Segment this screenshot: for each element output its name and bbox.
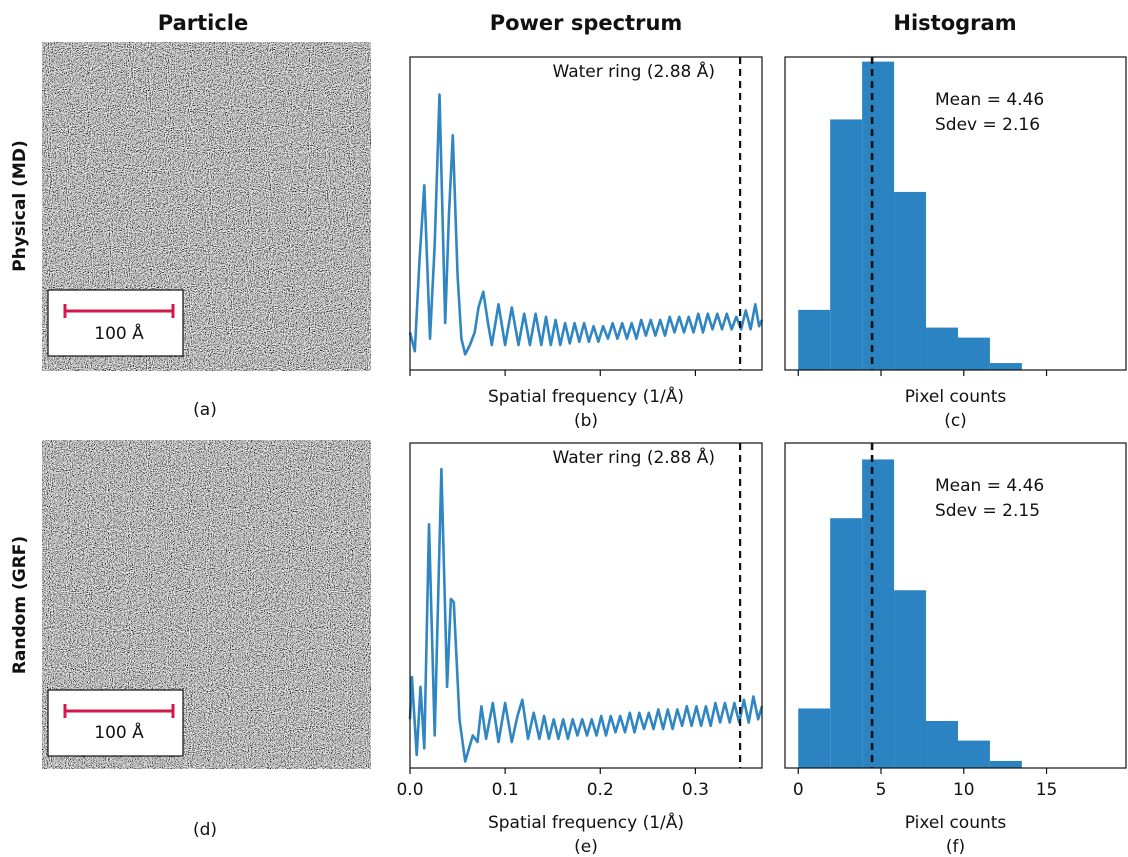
hist-bar [862,459,895,768]
spectrum-line [408,93,764,356]
panel-label: (d) [193,820,217,840]
hist-bar [989,363,1022,370]
x-axis-label: Spatial frequency (1/Å) [488,385,684,407]
panel-label: (a) [193,400,217,420]
spectrum-line [408,467,764,763]
hist-bar [798,309,831,370]
hist-bar [894,590,927,768]
plot-frame [409,442,763,769]
hist-bar [830,119,863,370]
scale-bar-label: 100 Å [94,721,144,743]
hist-bar [926,327,958,370]
hist-bar [926,721,958,768]
hist-bar [830,518,863,768]
hist-bar [957,740,990,768]
x-tick-label: 10 [953,780,975,800]
plot-frame [784,442,1127,769]
x-tick-label: 0.3 [682,780,709,800]
x-tick-label: 5 [876,780,887,800]
hist-bar [989,760,1022,768]
scale-bar-box [47,289,184,357]
plot-frame [409,56,763,371]
x-axis-label: Pixel counts [905,387,1007,407]
x-tick-label: 15 [1036,780,1058,800]
scale-bar [63,304,175,318]
hist-bar [798,708,831,768]
scale-bar-box [47,689,184,757]
column-title: Particle [158,11,248,35]
x-axis-label: Spatial frequency (1/Å) [488,811,684,833]
panel-label: (b) [574,411,598,431]
annotation: Sdev = 2.16 [935,115,1040,135]
x-tick-label: 0.0 [396,780,423,800]
hist-bar [862,61,895,371]
annotation: Sdev = 2.15 [935,501,1040,521]
annotation: Mean = 4.46 [935,90,1044,110]
column-title: Power spectrum [490,11,683,35]
panel-label: (e) [574,837,598,857]
hist-bar [894,191,927,370]
panel-label: (c) [944,411,967,431]
x-axis-label: Pixel counts [905,813,1007,833]
plot-frame [784,56,1127,371]
x-tick-label: 0.1 [492,780,519,800]
x-tick-label: 0.2 [587,780,614,800]
row-label: Random (GRF) [10,536,30,674]
panel-label: (f) [946,837,965,857]
x-tick-label: 0 [793,780,804,800]
annotation: Water ring (2.88 Å) [553,60,716,82]
annotation: Mean = 4.46 [935,476,1044,496]
annotation: Water ring (2.88 Å) [553,446,716,468]
column-title: Histogram [893,11,1016,35]
row-label: Physical (MD) [10,140,30,271]
scale-bar [63,704,175,718]
scale-bar-label: 100 Å [94,322,144,344]
hist-bar [957,337,990,370]
